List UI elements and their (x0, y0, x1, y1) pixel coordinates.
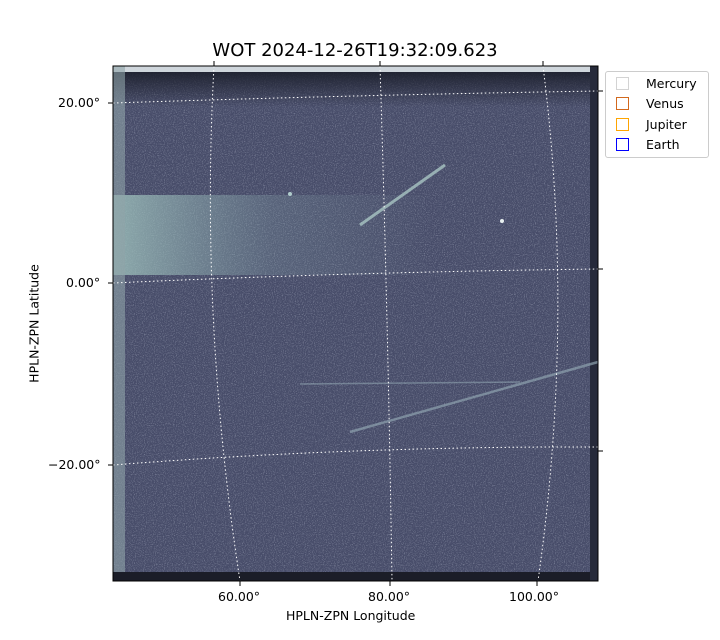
swatch-icon (616, 96, 629, 110)
legend-item-earth: Earth (616, 134, 680, 154)
legend: Mercury Venus Jupiter Earth (605, 71, 709, 158)
grid (112, 65, 599, 582)
ticks (108, 61, 603, 586)
legend-label: Jupiter (646, 116, 687, 132)
x-tick-label: 80.00° (368, 589, 411, 604)
x-tick-label: 60.00° (218, 589, 261, 604)
swatch-icon (616, 76, 629, 90)
x-tick-label: 100.00° (509, 589, 559, 604)
legend-label: Mercury (646, 75, 697, 91)
legend-item-venus: Venus (616, 93, 684, 113)
y-tick-label: 0.00° (66, 275, 101, 290)
legend-label: Venus (646, 95, 684, 111)
image (113, 66, 599, 581)
chart-title: WOT 2024-12-26T19:32:09.623 (212, 40, 498, 61)
x-axis-label: HPLN-ZPN Longitude (286, 608, 416, 623)
swatch-icon (616, 137, 629, 151)
y-axis-label: HPLN-ZPN Latitude (26, 264, 42, 383)
y-tick-label: −20.00° (48, 457, 101, 472)
legend-item-jupiter: Jupiter (616, 114, 687, 134)
swatch-icon (616, 117, 629, 131)
legend-label: Earth (646, 136, 680, 152)
legend-item-mercury: Mercury (616, 73, 697, 93)
y-tick-label: 20.00° (58, 95, 101, 110)
